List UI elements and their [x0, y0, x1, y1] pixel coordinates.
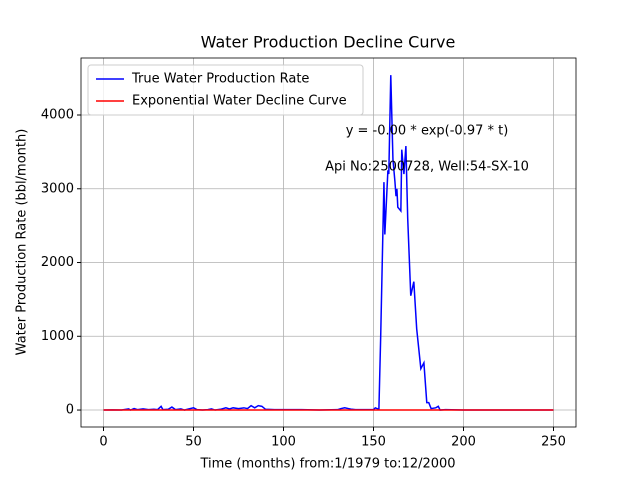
x-tick-label: 0 [99, 435, 107, 450]
data-line [103, 75, 554, 411]
chart-title: Water Production Decline Curve [201, 33, 456, 52]
legend-label: True Water Production Rate [131, 72, 309, 87]
x-tick-label: 150 [361, 435, 386, 450]
legend-label: Exponential Water Decline Curve [132, 94, 347, 109]
x-tick-label: 50 [185, 435, 202, 450]
x-tick-label: 200 [451, 435, 476, 450]
plot-frame [80, 57, 577, 428]
x-tick-label: 250 [541, 435, 566, 450]
x-axis-label: Time (months) from:1/1979 to:12/2000 [199, 457, 455, 472]
legend-box [87, 64, 364, 116]
y-axis-label: Water Production Rate (bbl/month) [15, 129, 30, 356]
y-tick-label: 2000 [41, 255, 74, 270]
y-tick-label: 1000 [41, 329, 74, 344]
annotation: Api No:2500728, Well:54-SX-10 [325, 160, 529, 175]
x-tick-label: 100 [271, 435, 296, 450]
y-tick-label: 0 [66, 403, 74, 418]
y-tick-label: 4000 [41, 108, 74, 123]
annotation: y = -0.00 * exp(-0.97 * t) [346, 124, 509, 139]
y-tick-label: 3000 [41, 181, 74, 196]
